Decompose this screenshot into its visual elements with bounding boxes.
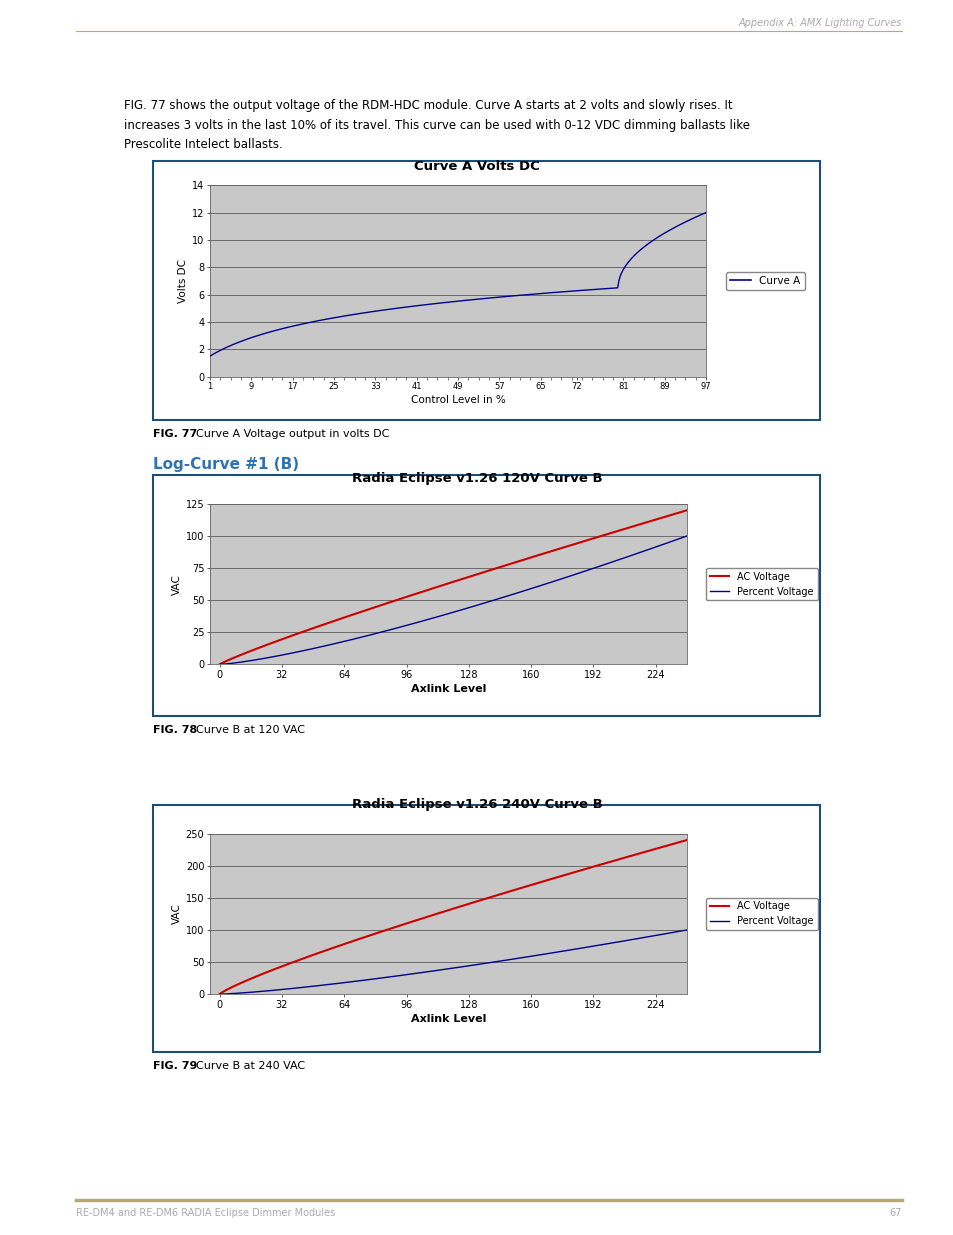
Text: Radia Eclipse v1.26 120V Curve B: Radia Eclipse v1.26 120V Curve B (352, 472, 601, 485)
X-axis label: Axlink Level: Axlink Level (410, 1014, 486, 1024)
Legend: AC Voltage, Percent Voltage: AC Voltage, Percent Voltage (705, 568, 817, 600)
Text: Curve A Volts DC: Curve A Volts DC (414, 159, 539, 173)
Text: increases 3 volts in the last 10% of its travel. This curve can be used with 0-1: increases 3 volts in the last 10% of its… (124, 119, 749, 132)
Y-axis label: Volts DC: Volts DC (177, 259, 188, 303)
Text: Radia Eclipse v1.26 240V Curve B: Radia Eclipse v1.26 240V Curve B (352, 798, 601, 811)
Text: FIG. 78: FIG. 78 (152, 725, 196, 735)
Text: Curve A Voltage output in volts DC: Curve A Voltage output in volts DC (195, 429, 389, 438)
Text: 67: 67 (888, 1208, 901, 1218)
Legend: Curve A: Curve A (725, 272, 804, 290)
X-axis label: Control Level in %: Control Level in % (410, 395, 505, 405)
Text: Curve B at 240 VAC: Curve B at 240 VAC (195, 1061, 304, 1071)
Text: Log-Curve #1 (B): Log-Curve #1 (B) (152, 457, 298, 472)
Text: RE-DM4 and RE-DM6 RADIA Eclipse Dimmer Modules: RE-DM4 and RE-DM6 RADIA Eclipse Dimmer M… (76, 1208, 335, 1218)
Y-axis label: VAC: VAC (172, 904, 181, 924)
X-axis label: Axlink Level: Axlink Level (410, 684, 486, 694)
Y-axis label: VAC: VAC (172, 574, 181, 594)
Text: FIG. 77: FIG. 77 (152, 429, 196, 438)
Legend: AC Voltage, Percent Voltage: AC Voltage, Percent Voltage (705, 898, 817, 930)
Text: FIG. 77 shows the output voltage of the RDM-HDC module. Curve A starts at 2 volt: FIG. 77 shows the output voltage of the … (124, 99, 732, 112)
Text: Curve B at 120 VAC: Curve B at 120 VAC (195, 725, 304, 735)
Text: FIG. 79: FIG. 79 (152, 1061, 197, 1071)
Text: Prescolite Intelect ballasts.: Prescolite Intelect ballasts. (124, 138, 282, 152)
Text: Appendix A: AMX Lighting Curves: Appendix A: AMX Lighting Curves (738, 19, 901, 28)
